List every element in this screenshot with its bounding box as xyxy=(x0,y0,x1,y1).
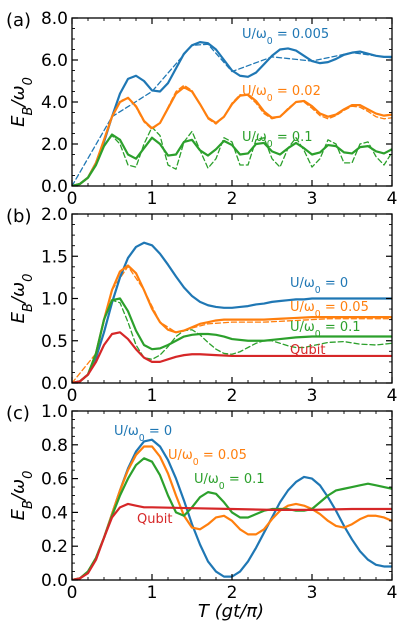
y-tick-label: 1.0 xyxy=(41,290,68,310)
y-tick-label: 0.0 xyxy=(41,177,68,197)
series-line-green-dashed xyxy=(72,126,392,186)
panel-label: (c) xyxy=(6,403,30,424)
series-annotation: U/ω0 = 0.005 xyxy=(242,27,329,47)
x-tick-label: 0 xyxy=(67,583,78,603)
panel-label: (a) xyxy=(6,10,31,31)
series-line-green-solid xyxy=(72,133,392,186)
series-line-green-solid xyxy=(72,457,392,580)
panel-a: 0 1 2 3 4 0.0 2.0 4.0 6.0 8.0 (a) EB/ω0 U/ω0 = 0.005… xyxy=(6,9,397,209)
y-tick-label: 0.6 xyxy=(41,470,68,490)
series-line-blue-dashed xyxy=(72,43,392,186)
series-annotation: U/ω0 = 0.1 xyxy=(242,130,313,150)
y-tick-label: 8.0 xyxy=(41,9,68,29)
y-tick-label: 0.8 xyxy=(41,436,68,456)
x-tick-label: 2 xyxy=(227,386,238,406)
x-tick-label: 1 xyxy=(147,189,158,209)
y-tick-label: 0.4 xyxy=(41,503,68,523)
x-tick-label: 1 xyxy=(147,583,158,603)
x-tick-label: 0 xyxy=(67,386,78,406)
y-tick-label: 1.0 xyxy=(41,402,68,422)
panel-label: (b) xyxy=(6,206,31,227)
series-line-orange-solid xyxy=(72,264,392,383)
x-tick-label: 2 xyxy=(227,583,238,603)
y-tick-label: 0.5 xyxy=(41,332,68,352)
series-annotation: U/ω0 = 0.02 xyxy=(242,84,321,104)
y-tick-label: 1.5 xyxy=(41,247,68,267)
series-annotation: U/ω0 = 0.1 xyxy=(194,472,265,492)
series-group xyxy=(72,41,392,186)
series-line-green-solid xyxy=(72,297,392,383)
x-tick-label: 4 xyxy=(387,583,398,603)
x-tick-label: 4 xyxy=(387,386,398,406)
series-annotation: Qubit xyxy=(290,343,325,358)
x-tick-label: 2 xyxy=(227,189,238,209)
x-tick-label: 3 xyxy=(307,583,318,603)
y-tick-label: 4.0 xyxy=(41,93,68,113)
y-axis-label: EB/ω0 xyxy=(8,274,36,324)
series-line-green-dashed xyxy=(72,299,392,383)
series-line-blue-solid xyxy=(72,241,392,383)
y-axis-label: EB/ω0 xyxy=(8,471,36,521)
y-tick-label: 6.0 xyxy=(41,51,68,71)
y-tick-label: 0.0 xyxy=(41,571,68,591)
x-tick-label: 4 xyxy=(387,189,398,209)
panel-b: 0 1 2 3 4 0.0 0.5 1.0 1.5 2.0 (b) EB/ω0 U/ω0 = 0 U/ω0… xyxy=(6,205,397,406)
series-annotation: U/ω0 = 0 xyxy=(114,424,172,444)
series-line-blue-solid xyxy=(72,41,392,186)
y-axis-label: EB/ω0 xyxy=(8,77,36,127)
y-tick-label: 2.0 xyxy=(41,135,68,155)
x-tick-label: 3 xyxy=(307,386,318,406)
series-line-orange-solid xyxy=(72,86,392,186)
series-line-red-solid xyxy=(72,502,392,580)
series-line-orange-solid xyxy=(72,445,392,580)
series-line-red-solid xyxy=(72,331,392,383)
series-annotation: U/ω0 = 0.05 xyxy=(168,448,247,468)
series-annotation: Qubit xyxy=(137,512,172,527)
x-axis-label: T (gt/π) xyxy=(198,601,264,622)
series-line-orange-dashed xyxy=(72,84,392,186)
x-tick-label: 3 xyxy=(307,189,318,209)
y-tick-label: 0.0 xyxy=(41,374,68,394)
series-annotation: U/ω0 = 0 xyxy=(290,276,348,296)
y-tick-label: 2.0 xyxy=(41,205,68,225)
x-tick-label: 1 xyxy=(147,386,158,406)
series-annotation: U/ω0 = 0.05 xyxy=(290,300,369,320)
x-tick-label: 0 xyxy=(67,189,78,209)
series-annotation: U/ω0 = 0.1 xyxy=(290,320,361,340)
y-tick-label: 0.2 xyxy=(41,537,68,557)
series-group xyxy=(72,241,392,383)
panel-c: 0 1 2 3 4 0.0 0.2 0.4 0.6 0.8 1.0 (c) EB/ω0 U/ω0 = 0 U… xyxy=(6,402,397,603)
